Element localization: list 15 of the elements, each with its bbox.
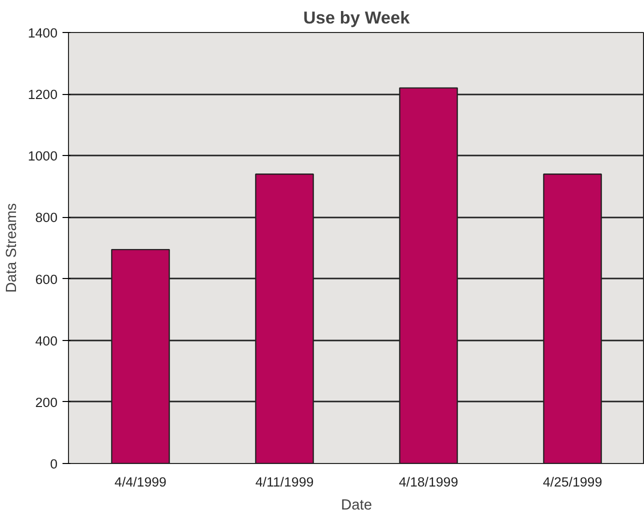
x-tick-label: 4/11/1999	[255, 474, 314, 490]
x-tick-label: 4/25/1999	[542, 474, 602, 490]
y-tick-label: 1400	[28, 26, 58, 40]
x-tick-label: 4/4/1999	[114, 474, 166, 490]
x-axis-title: Date	[341, 498, 372, 514]
y-tick-label: 1000	[28, 148, 58, 164]
y-axis-title: Data Streams	[4, 203, 20, 293]
y-tick-label: 0	[50, 456, 58, 472]
y-tick-label: 1200	[28, 87, 58, 102]
y-tick-label: 200	[35, 394, 58, 410]
x-tick-label: 4/18/1999	[398, 474, 458, 490]
y-tick-label: 800	[35, 210, 58, 226]
y-tick-label: 400	[35, 333, 58, 348]
chart-title: Use by Week	[303, 8, 410, 28]
y-tick-label: 600	[35, 272, 58, 287]
